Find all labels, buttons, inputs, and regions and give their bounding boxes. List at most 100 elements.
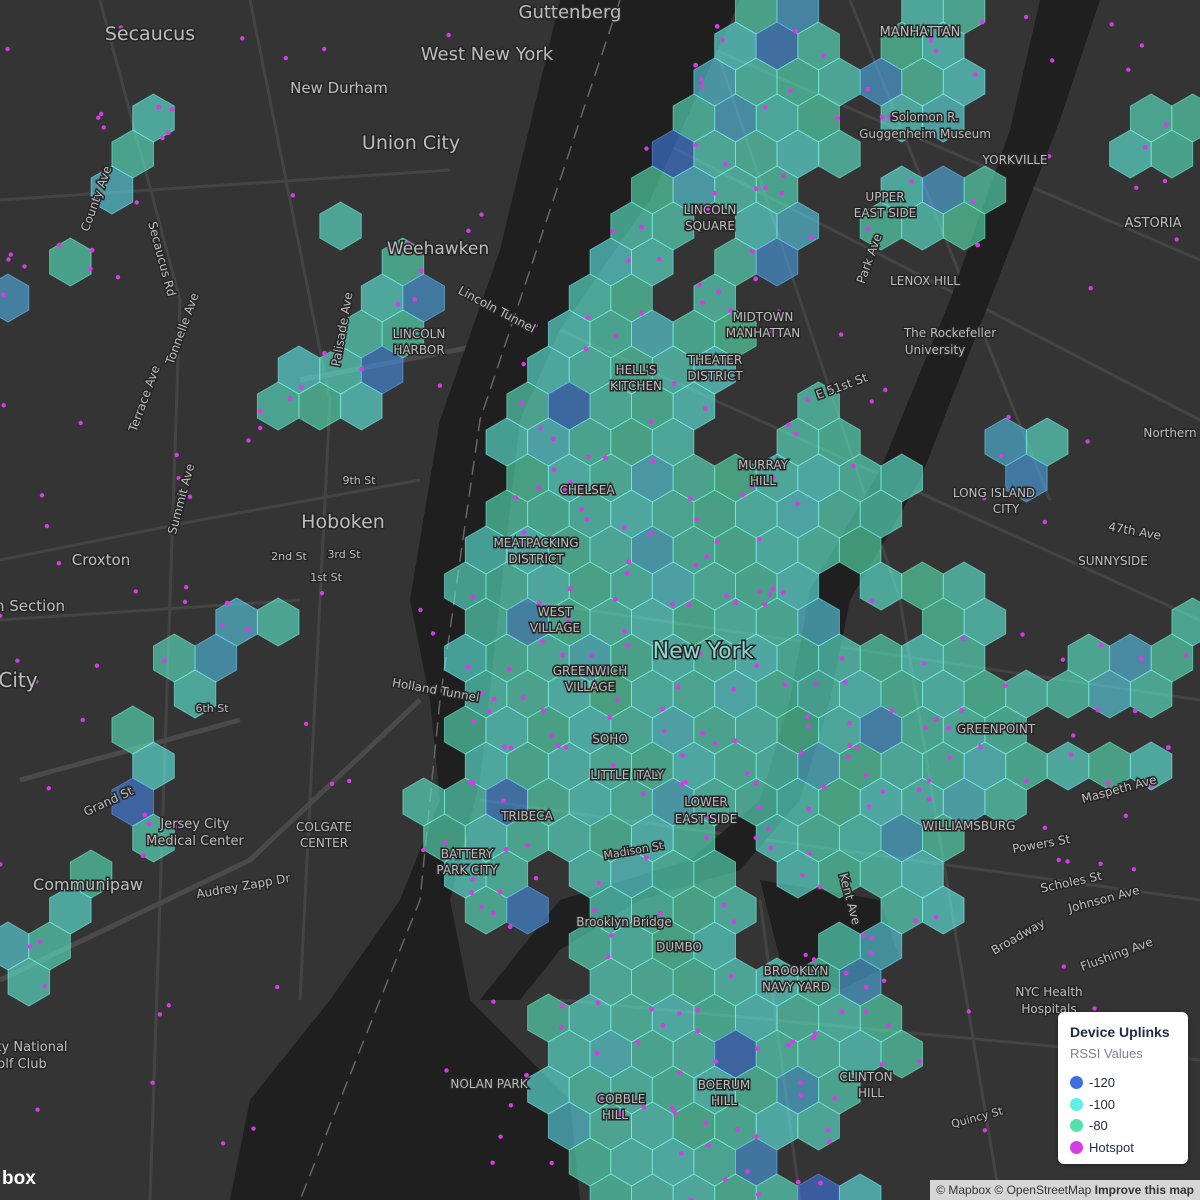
hotspot	[745, 771, 750, 776]
hotspot	[583, 346, 589, 352]
hotspot	[839, 1009, 845, 1015]
hotspot	[502, 744, 507, 750]
hotspot	[868, 935, 874, 941]
hotspot	[767, 592, 773, 597]
hotspot	[973, 71, 978, 77]
map-label: MURRAY	[738, 458, 789, 472]
hotspot	[1105, 780, 1111, 786]
hotspot	[703, 1120, 708, 1126]
hotspot	[319, 591, 325, 596]
hotspot	[157, 1012, 163, 1017]
map-label: NOLAN PARK	[450, 1077, 528, 1091]
hotspot	[933, 49, 939, 54]
hotspot	[1142, 145, 1148, 150]
hotspot	[142, 812, 148, 818]
hotspot	[1132, 708, 1138, 714]
hotspot	[567, 586, 573, 592]
hotspot	[672, 1110, 678, 1116]
hotspot	[809, 234, 814, 240]
hotspot	[258, 425, 263, 431]
hotspot	[982, 1128, 987, 1133]
hotspot	[176, 476, 181, 481]
hotspot	[813, 681, 818, 686]
map-label: HARBOR	[393, 343, 444, 357]
hotspot	[538, 425, 543, 431]
hotspot	[669, 1105, 675, 1111]
hexbin	[922, 93, 965, 143]
hotspot	[589, 652, 595, 658]
hotspot	[1085, 439, 1090, 444]
legend-label: -120	[1089, 1075, 1116, 1090]
hotspot	[595, 1093, 601, 1099]
hotspot	[609, 932, 614, 938]
hotspot	[621, 525, 627, 530]
hotspot	[763, 105, 768, 110]
hotspot	[555, 543, 560, 549]
attribution-link[interactable]: © Mapbox	[936, 1183, 992, 1197]
hotspot	[533, 875, 539, 881]
hotspot	[612, 596, 618, 602]
hotspot	[594, 1050, 600, 1056]
hotspot	[720, 38, 725, 43]
map-label: University	[905, 343, 966, 357]
hotspot	[555, 743, 561, 749]
hexbin	[256, 597, 300, 647]
map-label: WILLIAMSBURG	[922, 819, 1015, 833]
hexbin	[173, 669, 217, 719]
hotspot	[610, 229, 615, 234]
attribution-link[interactable]: Improve this map	[1094, 1183, 1194, 1197]
hexbin	[0, 273, 30, 323]
hotspot	[1149, 783, 1155, 789]
hotspot	[220, 623, 225, 628]
hotspot	[768, 329, 774, 334]
hotspot	[693, 142, 699, 148]
hexbin	[838, 1173, 882, 1200]
hotspot	[670, 601, 675, 607]
hotspot	[735, 1127, 740, 1132]
map-label: UPPER	[865, 190, 904, 204]
hexbin	[1129, 741, 1173, 791]
map-label: CITY	[993, 502, 1020, 516]
hotspot	[745, 1169, 751, 1175]
hotspot	[169, 107, 175, 112]
hotspot	[800, 873, 805, 878]
hotspot	[161, 658, 167, 663]
hotspot	[15, 658, 20, 663]
hexbin	[818, 129, 861, 179]
hotspot	[825, 1127, 831, 1133]
hotspot	[539, 638, 545, 644]
map-label: Brooklyn Bridge	[576, 915, 672, 929]
hotspot	[756, 537, 762, 542]
hotspot	[545, 555, 551, 561]
map-label: Communipaw	[33, 875, 143, 894]
map-label: LENOX HILL	[890, 274, 960, 288]
hotspot	[626, 257, 631, 263]
map-label: CENTER	[300, 836, 348, 850]
legend-label: Hotspot	[1089, 1139, 1134, 1155]
map-label: BOERUM	[698, 1078, 751, 1092]
hotspot	[246, 438, 251, 443]
map-label: n Section	[0, 597, 65, 615]
map-label: Solomon R.	[891, 110, 959, 124]
hotspot	[584, 517, 590, 522]
hexbin	[797, 1101, 840, 1151]
map-label: LOWER	[684, 795, 728, 809]
attribution-link[interactable]: © OpenStreetMap	[994, 1183, 1092, 1197]
hotspot	[42, 983, 47, 989]
hotspot	[156, 104, 162, 110]
hotspot	[757, 589, 762, 594]
logo[interactable]: box	[2, 1168, 36, 1189]
hotspot	[224, 600, 230, 606]
hotspot	[617, 1110, 622, 1116]
hotspot	[776, 309, 781, 314]
hotspot	[700, 300, 705, 306]
hotspot	[115, 275, 121, 280]
map-label: 1st St	[310, 571, 343, 584]
hexbin	[319, 201, 362, 251]
hotspot	[755, 1192, 761, 1197]
legend-swatch	[1070, 1097, 1083, 1111]
hotspot	[798, 750, 804, 756]
hotspot	[716, 289, 721, 295]
hotspot	[94, 663, 100, 668]
hotspot	[861, 933, 867, 938]
